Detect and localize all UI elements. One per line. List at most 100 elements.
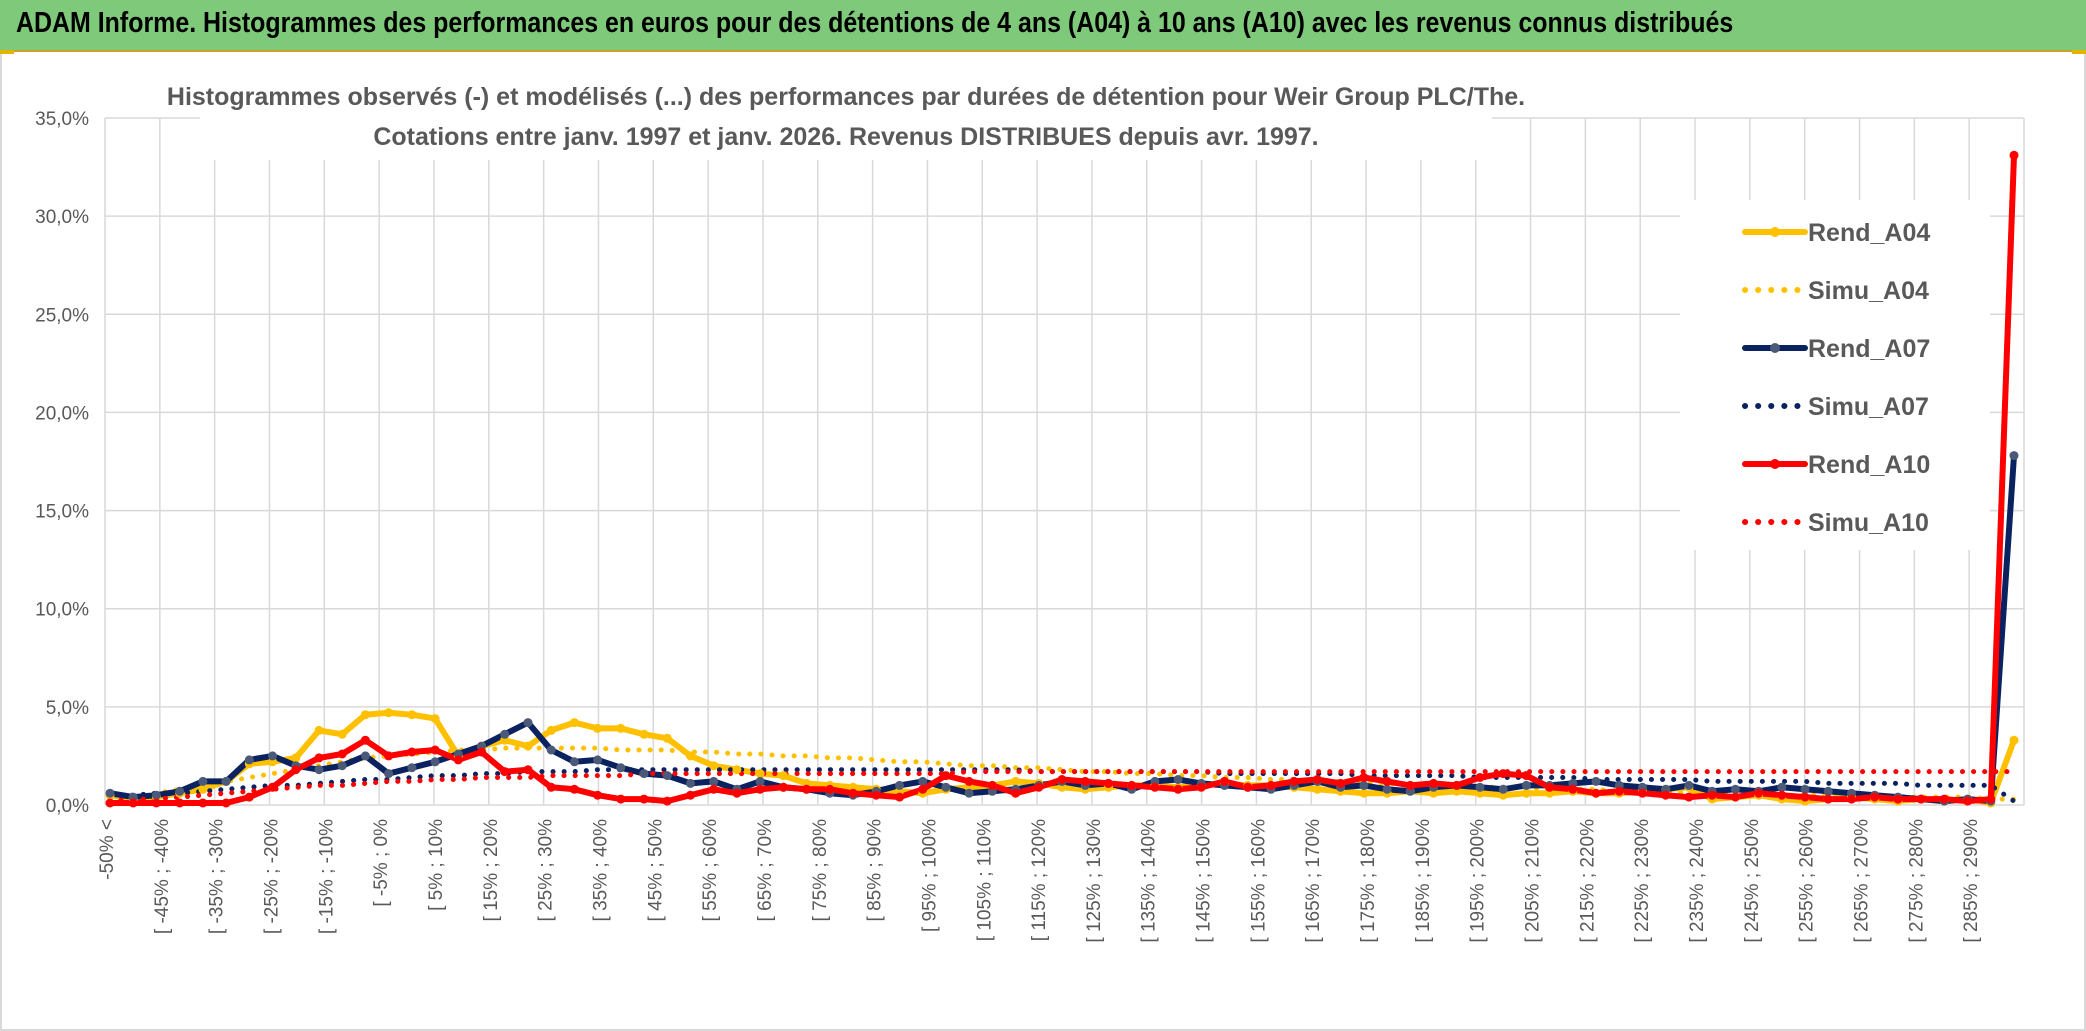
data-point: [1243, 782, 1253, 792]
data-point: [1870, 792, 1880, 802]
data-point: [987, 780, 997, 790]
x-tick-label: [ -35% ; -30%: [207, 819, 228, 934]
data-point: [1127, 780, 1137, 790]
x-tick-label: [ 95% ; 100%: [919, 819, 940, 932]
data-point: [1289, 776, 1299, 786]
chart-title-line2: Cotations entre janv. 1997 et janv. 2026…: [373, 123, 1318, 151]
x-tick-label: -50% <: [97, 819, 118, 880]
data-point: [1498, 769, 1508, 779]
chart-title-block: Histogrammes observés (-) et modélisés (…: [167, 74, 1525, 160]
x-tick-label: [ 75% ; 80%: [810, 819, 831, 922]
x-tick-label: [ 195% ; 200%: [1468, 819, 1489, 943]
x-tick-label: [ 5% ; 10%: [426, 819, 447, 911]
data-point: [964, 776, 974, 786]
x-tick-label: [ 275% ; 280%: [1906, 819, 1927, 943]
y-tick-label: 20,0%: [35, 403, 89, 424]
data-point: [453, 755, 463, 765]
data-point: [105, 788, 115, 798]
data-point: [1963, 796, 1973, 806]
data-point: [1034, 782, 1044, 792]
legend-label: Simu_A04: [1808, 277, 1929, 305]
x-tick-label: [ 285% ; 290%: [1961, 819, 1982, 943]
data-point: [778, 771, 788, 781]
chart-legend: Rend_A04 Simu_A04 Rend_A07 Simu_A07 Rend_A10…: [1680, 200, 1990, 550]
data-point: [918, 784, 928, 794]
data-point: [546, 745, 556, 755]
x-tick-label: [ 165% ; 170%: [1303, 819, 1324, 943]
data-point: [686, 778, 695, 788]
data-point: [1823, 794, 1833, 804]
data-point: [895, 780, 904, 790]
data-point: [384, 708, 394, 718]
x-tick-label: [ 185% ; 190%: [1413, 819, 1434, 943]
x-tick-label: [ 175% ; 180%: [1358, 819, 1379, 943]
data-point: [1684, 792, 1694, 802]
x-tick-label: [ 125% ; 130%: [1084, 819, 1105, 943]
data-point: [1730, 784, 1740, 794]
data-point: [407, 710, 417, 720]
data-point: [407, 747, 417, 757]
data-point: [1011, 776, 1021, 786]
data-point: [430, 745, 440, 755]
data-point: [268, 782, 277, 792]
x-tick-label: [ 35% ; 40%: [590, 819, 611, 922]
y-tick-label: 5,0%: [46, 698, 89, 719]
report-title: ADAM Informe. Histogrammes des performan…: [16, 7, 1734, 39]
y-tick-label: 10,0%: [35, 600, 89, 621]
x-tick-label: [ 65% ; 70%: [755, 819, 776, 922]
data-point: [407, 763, 417, 773]
y-tick-label: 0,0%: [46, 796, 89, 817]
data-point: [2009, 150, 2019, 160]
data-point: [755, 776, 765, 786]
data-point: [1777, 790, 1787, 800]
report-banner: ADAM Informe. Histogrammes des performan…: [0, 0, 2086, 52]
data-point: [1916, 794, 1926, 804]
data-point: [546, 782, 556, 792]
data-point: [291, 753, 301, 763]
banner-accent-right: [2072, 50, 2086, 54]
legend-background: [1680, 200, 1990, 550]
data-point: [1568, 784, 1578, 794]
data-point: [337, 729, 347, 739]
data-point: [1754, 788, 1764, 798]
data-point: [1823, 786, 1833, 796]
data-point: [1382, 784, 1392, 794]
x-tick-label: [ 115% ; 120%: [1029, 819, 1050, 941]
data-point: [175, 786, 185, 796]
data-point: [1173, 775, 1183, 784]
data-point: [732, 765, 742, 775]
data-point: [1939, 794, 1949, 804]
legend-marker: [1770, 227, 1780, 237]
data-point: [732, 788, 742, 798]
data-point: [1986, 794, 1996, 804]
data-point: [709, 784, 719, 794]
data-point: [360, 735, 370, 745]
data-point: [244, 755, 254, 765]
data-point: [778, 782, 788, 792]
legend-marker: [1770, 459, 1780, 469]
data-point: [546, 725, 556, 735]
legend-label: Rend_A07: [1808, 335, 1930, 363]
banner-accent-left: [0, 50, 14, 54]
data-point: [1638, 788, 1647, 798]
data-point: [128, 798, 138, 808]
data-point: [662, 796, 672, 806]
chart-title-background: [200, 74, 1492, 160]
data-point: [1591, 788, 1601, 798]
x-tick-label: [ 265% ; 270%: [1852, 819, 1873, 943]
y-tick-label: 15,0%: [35, 502, 89, 523]
data-point: [918, 776, 928, 786]
y-axis: 0,0% 5,0% 10,0% 15,0% 20,0% 25,0% 30,0% 35,0%: [35, 109, 89, 817]
y-tick-label: 25,0%: [35, 305, 89, 326]
data-point: [1336, 778, 1346, 788]
data-point: [1591, 776, 1601, 786]
data-point: [523, 718, 533, 728]
chart-series: [105, 150, 2019, 808]
data-point: [1359, 780, 1369, 790]
data-point: [2009, 451, 2019, 461]
data-point: [941, 771, 951, 781]
x-tick-label: [ 255% ; 260%: [1797, 819, 1818, 943]
data-point: [1661, 790, 1671, 800]
data-point: [1196, 782, 1206, 792]
data-point: [175, 798, 185, 808]
